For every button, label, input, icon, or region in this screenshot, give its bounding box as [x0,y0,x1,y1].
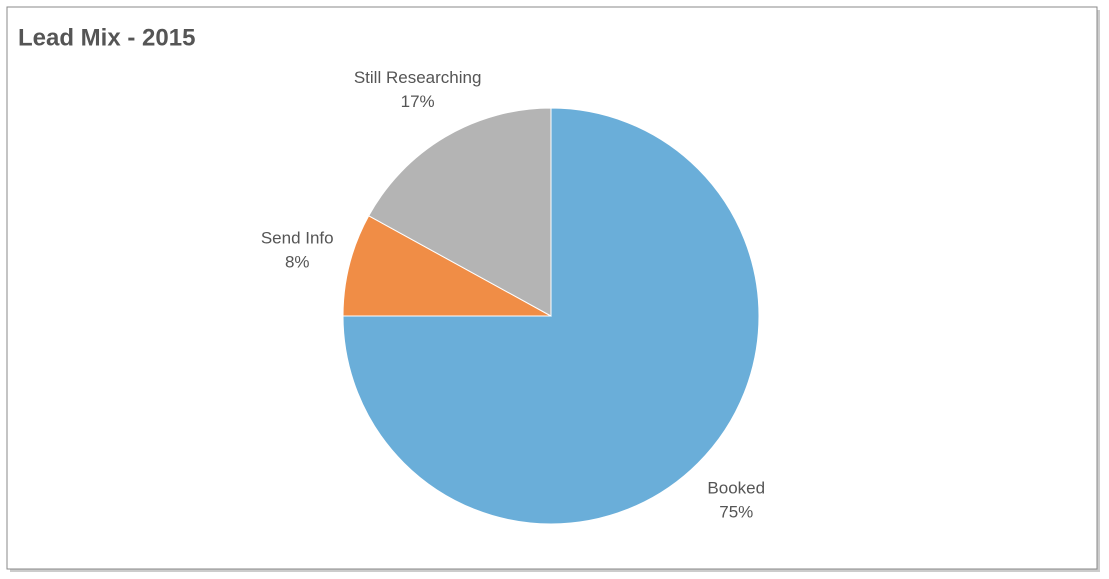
pie-slice [342,215,552,317]
pie-slice [342,107,760,525]
slice-label: Send Info [261,228,334,247]
slice-label: Still Researching [354,68,482,87]
chart-title: Lead Mix - 2015 [18,24,195,51]
slice-value-label: 8% [285,252,310,271]
slice-value-label: 75% [719,503,753,522]
slice-value-label: 17% [401,92,435,111]
pie-slice [368,107,552,317]
slice-label: Booked [707,479,765,498]
